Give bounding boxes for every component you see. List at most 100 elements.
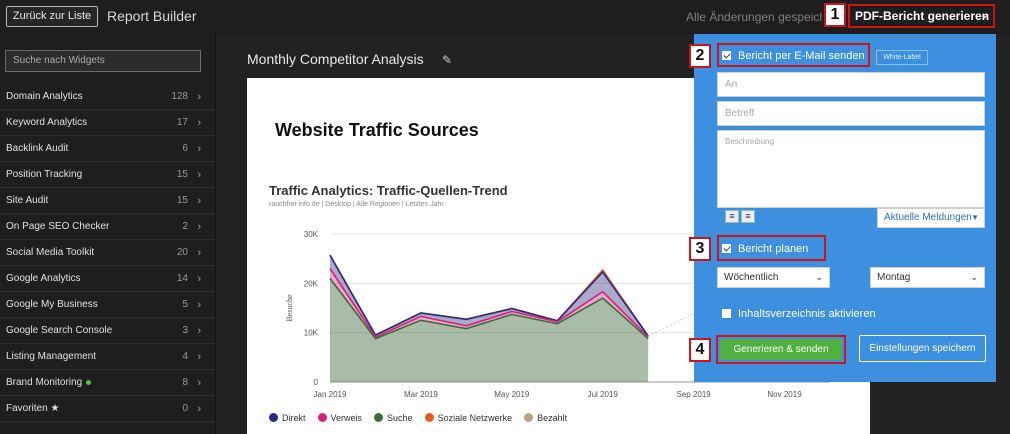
x-tick-label: Jan 2019 xyxy=(314,390,347,399)
callout-marker-3: 3 xyxy=(689,237,711,261)
chart-legend: Direkt Verweis Suche Soziale Netzwerke Bezah… xyxy=(269,413,567,423)
schedule-highlight-box xyxy=(717,235,826,261)
sidebar-item-google-my-business[interactable]: Google My Business 5 › xyxy=(0,292,215,318)
sidebar-item-label: Google My Business xyxy=(6,299,98,310)
y-axis-label: Besuche xyxy=(285,294,294,322)
chevron-right-icon: › xyxy=(197,117,201,129)
sidebar-item-label: On Page SEO Checker xyxy=(6,221,110,232)
sidebar-item-count: 6 xyxy=(182,143,188,154)
chevron-right-icon: › xyxy=(197,325,201,337)
callout-marker-1: 1 xyxy=(824,3,846,27)
page-heading: Website Traffic Sources xyxy=(275,120,479,140)
sidebar-item-count: 17 xyxy=(176,117,188,128)
chevron-right-icon: › xyxy=(197,299,201,311)
legend-item[interactable]: Soziale Netzwerke xyxy=(424,413,512,423)
sidebar-item-on-page-seo-checker[interactable]: On Page SEO Checker 2 › xyxy=(0,214,215,240)
line-suche xyxy=(329,277,649,340)
align-left-icon[interactable]: ≡ xyxy=(725,210,739,223)
widget-search-input[interactable]: Suche nach Widgets xyxy=(5,50,201,72)
top-bar: Zurück zur Liste Report Builder Alle Änd… xyxy=(0,0,1010,34)
sidebar-item-google-search-console[interactable]: Google Search Console 3 › xyxy=(0,318,215,344)
y-tick-label: 20K xyxy=(304,279,319,288)
widget-sidebar: Suche nach Widgets Domain Analytics 128 › … xyxy=(0,34,215,434)
sidebar-item-social-media-toolkit[interactable]: Social Media Toolkit 20 › xyxy=(0,240,215,266)
sidebar-item-count: 128 xyxy=(171,91,188,102)
save-status-text: Alle Änderungen gespeichert xyxy=(686,10,822,24)
legend-label: Verweis xyxy=(330,413,363,423)
x-tick-label: Jul 2019 xyxy=(588,390,619,399)
chevron-right-icon: › xyxy=(197,221,201,233)
chevron-right-icon: › xyxy=(197,247,201,259)
recipient-input[interactable]: An xyxy=(717,72,985,97)
save-settings-button[interactable]: Einstellungen speichern xyxy=(859,335,986,362)
description-textarea[interactable]: Beschreibung xyxy=(717,130,985,208)
legend-item[interactable]: Bezahlt xyxy=(524,413,567,423)
chevron-right-icon: › xyxy=(197,273,201,285)
generate-pdf-label: PDF-Bericht generieren xyxy=(855,9,990,23)
sidebar-item-domain-analytics[interactable]: Domain Analytics 128 › xyxy=(0,84,215,110)
chart-subtitle: rauchfrei-info.de | Desktop | Alle Regio… xyxy=(269,201,444,208)
toc-checkbox[interactable] xyxy=(722,309,731,318)
sidebar-item-count: 0 xyxy=(182,403,188,414)
sidebar-item-count: 14 xyxy=(176,273,188,284)
report-title[interactable]: Monthly Competitor Analysis xyxy=(247,51,424,67)
legend-item[interactable]: Suche xyxy=(374,413,413,423)
caret-down-icon: ▼ xyxy=(971,213,979,222)
align-right-icon[interactable]: ≡ xyxy=(741,210,755,223)
legend-swatch xyxy=(424,413,434,422)
sidebar-item-google-analytics[interactable]: Google Analytics 14 › xyxy=(0,266,215,292)
sidebar-item-position-tracking[interactable]: Position Tracking 15 › xyxy=(0,162,215,188)
legend-item[interactable]: Direkt xyxy=(269,413,306,423)
sidebar-divider xyxy=(215,34,216,434)
chevron-right-icon: › xyxy=(197,195,201,207)
x-tick-label: Nov 2019 xyxy=(767,390,802,399)
email-checkbox[interactable] xyxy=(722,51,731,60)
x-tick-label: May 2019 xyxy=(494,390,530,399)
sidebar-item-listing-management[interactable]: Listing Management 4 › xyxy=(0,344,215,370)
sidebar-item-label: Backlink Audit xyxy=(6,143,69,154)
sidebar-item-site-audit[interactable]: Site Audit 15 › xyxy=(0,188,215,214)
traffic-chart: 0 10K 20K 30K Jan 2019 Mar 2019 May 2019 Jul 20… xyxy=(285,230,831,399)
chevron-right-icon: › xyxy=(197,351,201,363)
status-dot-icon xyxy=(86,379,92,385)
sidebar-item-label: Google Analytics xyxy=(6,273,81,284)
subject-input[interactable]: Betreff xyxy=(717,101,985,126)
callout-marker-4: 4 xyxy=(689,338,711,362)
pdf-options-panel: Bericht per E-Mail senden White-Label 2 … xyxy=(689,34,996,382)
white-label-badge[interactable]: White-Label xyxy=(876,50,928,65)
sidebar-item-keyword-analytics[interactable]: Keyword Analytics 17 › xyxy=(0,110,215,136)
email-highlight-box xyxy=(717,43,870,67)
frequency-select[interactable]: Wöchentlich ⌄ xyxy=(717,267,830,288)
sidebar-item-favorites[interactable]: Favoriten ★ 0 › xyxy=(0,396,215,422)
sidebar-item-count: 15 xyxy=(176,195,188,206)
sidebar-item-backlink-audit[interactable]: Backlink Audit 6 › xyxy=(0,136,215,162)
generate-pdf-button[interactable]: PDF-Bericht generieren ⌄ xyxy=(848,4,995,28)
x-tick-label: Sep 2019 xyxy=(677,390,712,399)
chevron-right-icon: › xyxy=(197,91,201,103)
weekday-select[interactable]: Montag ⌄ xyxy=(870,267,985,288)
legend-item[interactable]: Verweis xyxy=(317,413,363,423)
sidebar-item-brand-monitoring[interactable]: Brand Monitoring 8 › xyxy=(0,370,215,396)
email-checkbox-row[interactable]: Bericht per E-Mail senden xyxy=(722,50,865,62)
schedule-checkbox-row[interactable]: Bericht planen xyxy=(722,243,808,255)
chevron-down-icon: ⌄ xyxy=(980,10,989,21)
legend-label: Direkt xyxy=(282,413,306,423)
toc-checkbox-row[interactable]: Inhaltsverzeichnis aktivieren xyxy=(722,308,876,320)
legend-swatch xyxy=(524,413,534,422)
chevron-right-icon: › xyxy=(197,403,201,415)
notifications-select[interactable]: Aktuelle Meldungen ▼ xyxy=(877,208,985,228)
sidebar-item-label: Keyword Analytics xyxy=(6,117,88,128)
chevron-down-icon: ⌄ xyxy=(815,272,823,282)
email-checkbox-label: Bericht per E-Mail senden xyxy=(738,50,865,62)
schedule-checkbox-label: Bericht planen xyxy=(738,243,809,255)
back-to-list-button[interactable]: Zurück zur Liste xyxy=(6,6,98,27)
frequency-value: Wöchentlich xyxy=(724,272,779,283)
schedule-checkbox[interactable] xyxy=(722,244,731,253)
sidebar-item-count: 15 xyxy=(176,169,188,180)
generate-and-send-button[interactable]: Generieren & senden xyxy=(720,339,842,360)
app-title: Report Builder xyxy=(107,8,197,24)
edit-pencil-icon[interactable]: ✎ xyxy=(442,53,453,67)
sidebar-item-label: Favoriten ★ xyxy=(6,403,60,414)
chevron-right-icon: › xyxy=(197,169,201,181)
toc-checkbox-label: Inhaltsverzeichnis aktivieren xyxy=(738,308,876,320)
